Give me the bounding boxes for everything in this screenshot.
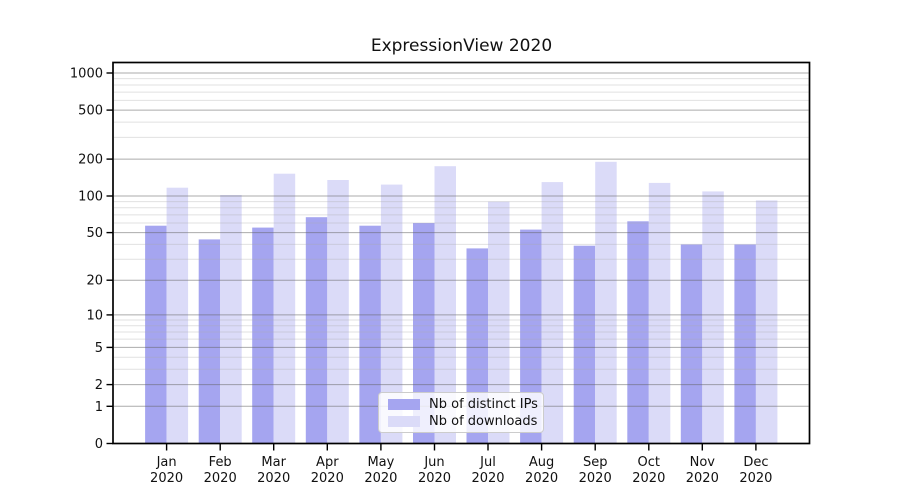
x-tick-label-month: Jul <box>479 455 496 470</box>
x-tick-label-year: 2020 <box>311 471 344 486</box>
bar-downloads-jun <box>434 166 456 444</box>
x-tick-label-month: Dec <box>743 455 768 470</box>
legend-swatch-downloads <box>388 415 420 427</box>
y-tick-label: 2 <box>95 378 103 393</box>
y-tick-label: 50 <box>86 226 103 241</box>
x-tick-label-month: Jan <box>156 455 177 470</box>
bar-downloads-aug <box>541 182 564 444</box>
y-tick-label: 1 <box>95 400 103 415</box>
bar-downloads-nov <box>702 191 724 444</box>
bar-distinct-ips-sep <box>573 245 596 444</box>
bar-downloads-jul <box>488 201 510 444</box>
y-tick-label: 0 <box>95 437 103 452</box>
bar-downloads-oct <box>648 182 671 444</box>
bar-distinct-ips-nov <box>680 244 703 444</box>
bar-distinct-ips-jan <box>145 225 167 444</box>
y-tick-label: 200 <box>78 153 103 168</box>
x-tick-label-year: 2020 <box>257 471 290 486</box>
y-tick-label: 5 <box>95 341 103 356</box>
bar-downloads-apr <box>327 180 349 444</box>
bar-distinct-ips-aug <box>520 229 542 444</box>
x-tick-label-year: 2020 <box>686 471 719 486</box>
legend-label-distinct-ips: Nb of distinct IPs <box>429 396 538 412</box>
bar-distinct-ips-mar <box>252 227 274 444</box>
bar-downloads-mar <box>273 173 296 444</box>
y-tick-label: 20 <box>86 274 103 289</box>
bar-distinct-ips-feb <box>198 239 221 444</box>
y-tick-label: 500 <box>78 104 103 119</box>
bar-downloads-sep <box>595 161 617 444</box>
x-tick-label-year: 2020 <box>364 471 397 486</box>
x-tick-label-year: 2020 <box>418 471 451 486</box>
bar-downloads-feb <box>220 195 242 444</box>
x-tick-label-year: 2020 <box>150 471 183 486</box>
x-tick-label-year: 2020 <box>525 471 558 486</box>
plot-frame <box>112 61 811 445</box>
x-tick-label-year: 2020 <box>739 471 772 486</box>
x-tick-label-month: Nov <box>690 455 716 470</box>
legend-row-distinct-ips: Nb of distinct IPs <box>388 396 538 412</box>
legend-swatch-distinct-ips <box>388 398 420 410</box>
bar-distinct-ips-dec <box>734 244 756 444</box>
bar-downloads-may <box>380 184 403 444</box>
x-tick-label-month: Apr <box>316 455 339 470</box>
x-tick-label-year: 2020 <box>204 471 237 486</box>
x-tick-label-year: 2020 <box>471 471 504 486</box>
x-tick-label-month: Aug <box>529 455 554 470</box>
legend: Nb of distinct IPs Nb of downloads <box>378 392 544 433</box>
y-tick-label: 1000 <box>70 67 103 82</box>
bar-distinct-ips-jun <box>413 223 435 444</box>
x-tick-label-month: Jun <box>423 455 444 470</box>
bar-downloads-dec <box>755 200 778 444</box>
x-tick-label-year: 2020 <box>632 471 665 486</box>
x-tick-label-month: Sep <box>583 455 608 470</box>
legend-label-downloads: Nb of downloads <box>429 413 538 429</box>
bar-downloads-jan <box>166 187 189 444</box>
x-tick-label-month: Feb <box>209 455 232 470</box>
x-tick-label-year: 2020 <box>579 471 612 486</box>
legend-row-downloads: Nb of downloads <box>388 413 538 429</box>
x-tick-label-month: Oct <box>638 455 660 470</box>
bar-distinct-ips-apr <box>305 217 328 444</box>
x-tick-label-month: Mar <box>261 455 286 470</box>
chart-title: ExpressionView 2020 <box>370 36 553 56</box>
y-tick-label: 10 <box>86 308 103 323</box>
y-tick-label: 100 <box>78 190 103 205</box>
bar-distinct-ips-oct <box>627 221 649 444</box>
x-tick-label-month: May <box>367 455 394 470</box>
